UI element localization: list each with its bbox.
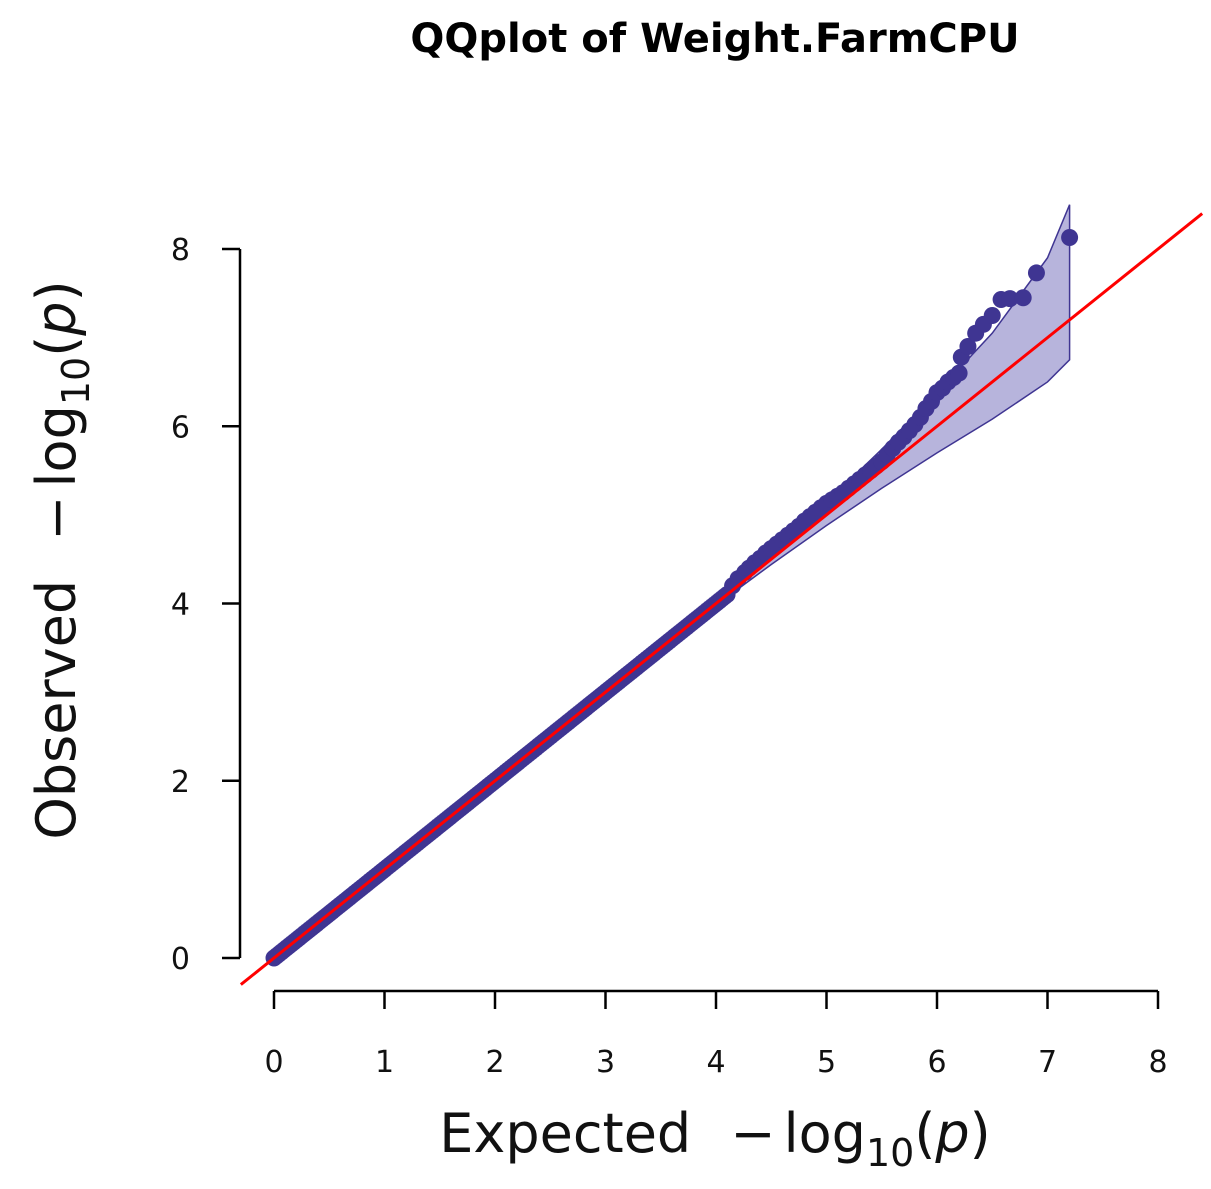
- y-tick-label: 6: [171, 410, 190, 445]
- x-tick-label: 3: [596, 1045, 615, 1080]
- x-axis: 0 1 2 3 4 5 6 7 8: [264, 989, 1168, 1080]
- x-tick-label: 0: [264, 1045, 283, 1080]
- x-axis-label-sub: 10: [866, 1131, 914, 1175]
- x-axis-label-arg: p: [934, 1102, 969, 1165]
- qq-point: [1027, 264, 1045, 282]
- y-axis-label-sub: 10: [54, 357, 98, 405]
- y-tick-label: 4: [171, 588, 190, 623]
- x-tick-label: 2: [485, 1045, 504, 1080]
- y-axis-label-arg: p: [25, 301, 88, 336]
- qq-point: [1014, 289, 1032, 307]
- x-tick-label: 5: [817, 1045, 836, 1080]
- y-axis-label-prefix: Observed: [25, 580, 88, 840]
- x-tick-label: 4: [706, 1045, 725, 1080]
- x-axis-label-func: log: [784, 1102, 866, 1165]
- qq-point: [959, 337, 977, 355]
- x-tick-label: 8: [1148, 1045, 1167, 1080]
- qq-point: [983, 306, 1001, 324]
- points-layer: [265, 228, 1079, 967]
- y-axis-label-func: log: [25, 405, 88, 487]
- y-axis-label: Observed −log10(p): [25, 280, 98, 839]
- y-axis: 0 2 4 6 8: [171, 233, 242, 977]
- qq-point: [950, 364, 968, 382]
- x-axis-label-prefix: Expected: [439, 1102, 691, 1165]
- y-tick-label: 0: [171, 942, 190, 977]
- qq-point: [1001, 290, 1019, 308]
- reference-line: [239, 212, 1204, 986]
- x-tick-label: 6: [927, 1045, 946, 1080]
- x-tick-label: 1: [375, 1045, 394, 1080]
- y-tick-label: 2: [171, 765, 190, 800]
- chart-title: QQplot of Weight.FarmCPU: [410, 16, 1019, 62]
- qq-point: [1061, 228, 1079, 246]
- x-tick-label: 7: [1038, 1045, 1057, 1080]
- x-axis-label: Expected − log10(p): [439, 1102, 991, 1175]
- reference-line-layer: [239, 212, 1204, 986]
- y-tick-label: 8: [171, 233, 190, 268]
